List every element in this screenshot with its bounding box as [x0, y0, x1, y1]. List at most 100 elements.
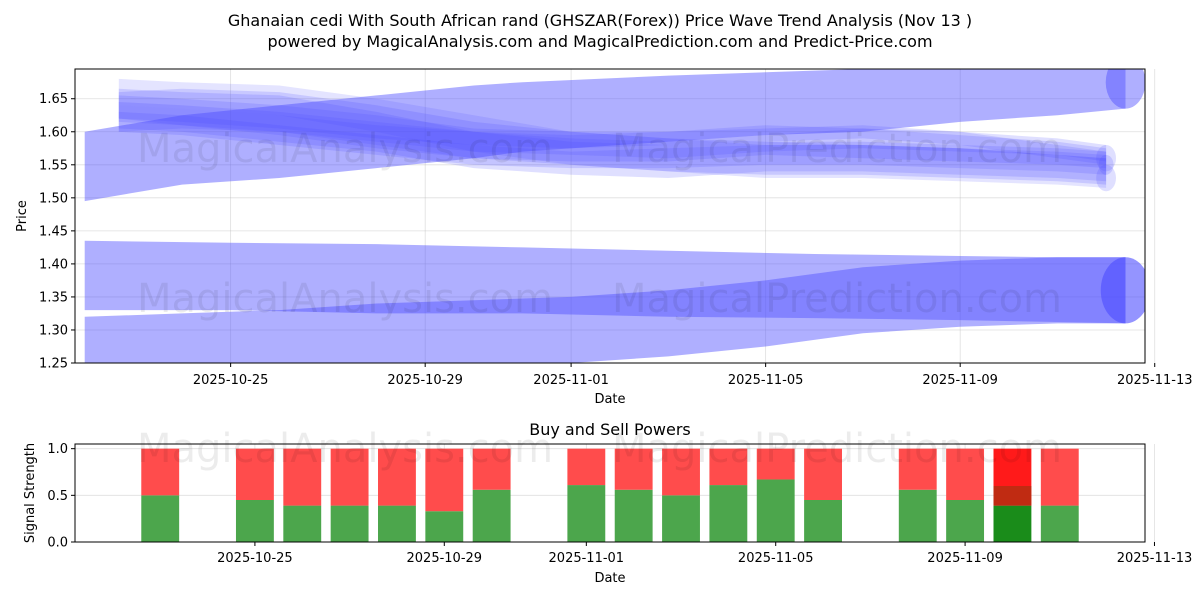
- price-x-ticks: 2025-10-25 2025-10-29 2025-11-01 2025-11-05…: [193, 363, 1193, 388]
- price-y-tick-label: 1.25: [39, 357, 68, 372]
- signal-plot: Buy and Sell Powers MagicalAnalysis.com …: [23, 420, 1192, 586]
- buy-bar: [425, 511, 464, 542]
- sell-bar: [283, 448, 322, 506]
- signal-x-tick-label: 2025-11-09: [927, 551, 1003, 566]
- wave-band-upper-wave-a: [118, 88, 1107, 182]
- sell-bar: [756, 448, 795, 480]
- wave-cap-lower-cap: [1100, 257, 1145, 324]
- signal-x-ticks: 2025-10-25 2025-10-29 2025-11-01 2025-11-05…: [217, 542, 1192, 566]
- signal-x-tick-label: 2025-10-29: [407, 551, 483, 566]
- signal-watermark: MagicalAnalysis.com MagicalPrediction.co…: [137, 426, 1062, 472]
- price-y-label: Price: [15, 200, 30, 232]
- price-y-tick-label: 1.50: [39, 191, 68, 206]
- signal-y-label: Signal Strength: [23, 443, 38, 543]
- signal-y-tick-label: 0.0: [47, 536, 68, 551]
- watermark-right-bottom: MagicalPrediction.com: [612, 426, 1062, 472]
- price-gridlines: [75, 69, 1156, 364]
- price-watermark: MagicalAnalysis.com MagicalPrediction.co…: [137, 126, 1062, 322]
- wave-band-lower-wave-rising: [84, 257, 1126, 363]
- buy-bar: [993, 505, 1032, 542]
- price-x-tick-label: 2025-11-01: [533, 373, 609, 388]
- signal-title: Buy and Sell Powers: [529, 420, 691, 439]
- price-wave-bands: [84, 69, 1145, 363]
- signal-plot-border: [74, 443, 1146, 543]
- wave-band-upper-wave-e: [118, 105, 1107, 165]
- price-y-tick-label: 1.45: [39, 224, 68, 239]
- price-y-ticks: 1.25 1.30 1.35 1.40 1.45 1.50 1.55 1.60 1.65: [39, 92, 75, 372]
- watermark-right-top: MagicalPrediction.com: [612, 126, 1062, 172]
- chart-title-line2: powered by MagicalAnalysis.com and Magic…: [267, 32, 932, 51]
- wave-cap-upper-cap-1: [1096, 144, 1117, 172]
- chart-title-line1: Ghanaian cedi With South African rand (G…: [228, 11, 972, 30]
- watermark-left-top: MagicalAnalysis.com: [137, 126, 553, 172]
- signal-x-tick-label: 2025-11-01: [549, 551, 625, 566]
- price-x-tick-label: 2025-10-25: [193, 373, 269, 388]
- sell-bar: [804, 448, 842, 500]
- wave-band-lower-wave-flat: [84, 240, 1126, 324]
- buy-bar: [472, 489, 511, 542]
- price-y-tick-label: 1.65: [39, 92, 68, 107]
- buy-bar: [614, 489, 653, 542]
- buy-bar: [709, 485, 748, 542]
- wave-band-upper-wave-b: [118, 95, 1107, 169]
- price-y-tick-label: 1.35: [39, 290, 68, 305]
- signal-bars: [141, 448, 1079, 542]
- watermark-left-mid: MagicalAnalysis.com: [137, 276, 553, 322]
- signal-y-tick-label: 1.0: [47, 442, 68, 457]
- sell-bar: [235, 448, 274, 500]
- buy-bar: [804, 500, 842, 542]
- watermark-right-mid: MagicalPrediction.com: [612, 276, 1062, 322]
- buy-bar: [1040, 505, 1079, 542]
- sell-bar: [330, 448, 369, 506]
- price-plot: MagicalAnalysis.com MagicalPrediction.co…: [15, 68, 1193, 407]
- sell-bar: [898, 448, 937, 490]
- wave-band-upper-wave-f: [118, 111, 1107, 175]
- price-plot-frame: [75, 69, 1145, 363]
- price-y-tick-label: 1.60: [39, 125, 68, 140]
- wave-band-upper-wave-rising: [84, 69, 1126, 202]
- signal-y-tick-label: 0.5: [47, 489, 68, 504]
- buy-bar: [283, 505, 322, 542]
- sell-bar: [141, 448, 180, 496]
- signal-x-tick-label: 2025-10-25: [217, 551, 293, 566]
- buy-bar: [330, 505, 369, 542]
- price-y-tick-label: 1.40: [39, 257, 68, 272]
- buy-bar: [898, 489, 937, 542]
- wave-cap-upper-cap-3: [1098, 154, 1114, 175]
- price-y-tick-label: 1.30: [39, 323, 68, 338]
- sell-bar: [662, 448, 700, 496]
- price-y-tick-label: 1.55: [39, 158, 68, 173]
- buy-bar: [946, 500, 985, 542]
- signal-x-tick-label: 2025-11-05: [738, 551, 814, 566]
- price-x-tick-label: 2025-11-13: [1117, 373, 1193, 388]
- signal-y-ticks: 0.0 0.5 1.0: [47, 442, 75, 551]
- price-x-tick-label: 2025-11-05: [728, 373, 804, 388]
- price-x-tick-label: 2025-11-09: [922, 373, 998, 388]
- sell-bar: [567, 448, 606, 486]
- price-plot-border: [74, 68, 1146, 364]
- signal-x-tick-label: 2025-11-13: [1117, 551, 1193, 566]
- buy-bar: [235, 500, 274, 542]
- sell-bar: [378, 448, 416, 506]
- price-x-label: Date: [594, 392, 625, 407]
- wave-cap-upper-cap-2: [1096, 164, 1117, 192]
- signal-x-label: Date: [594, 571, 625, 586]
- wave-band-upper-wave-d: [118, 88, 1107, 185]
- wave-cap-upper-cap-large: [1105, 69, 1145, 109]
- buy-bar: [378, 505, 416, 542]
- sell-bar: [1040, 448, 1079, 506]
- sell-bar: [614, 448, 653, 490]
- sell-bar: [472, 448, 511, 490]
- buy-bar: [141, 495, 180, 542]
- mixed-bar-band: [993, 486, 1032, 506]
- price-x-tick-label: 2025-10-29: [387, 373, 463, 388]
- wave-band-upper-wave-g: [118, 78, 1107, 188]
- buy-bar: [756, 479, 795, 542]
- sell-bar: [709, 448, 748, 486]
- watermark-left-bottom: MagicalAnalysis.com: [137, 426, 553, 472]
- buy-bar: [567, 485, 606, 542]
- sell-bar: [425, 448, 464, 512]
- wave-band-upper-wave-c: [118, 102, 1107, 162]
- sell-bar: [946, 448, 985, 500]
